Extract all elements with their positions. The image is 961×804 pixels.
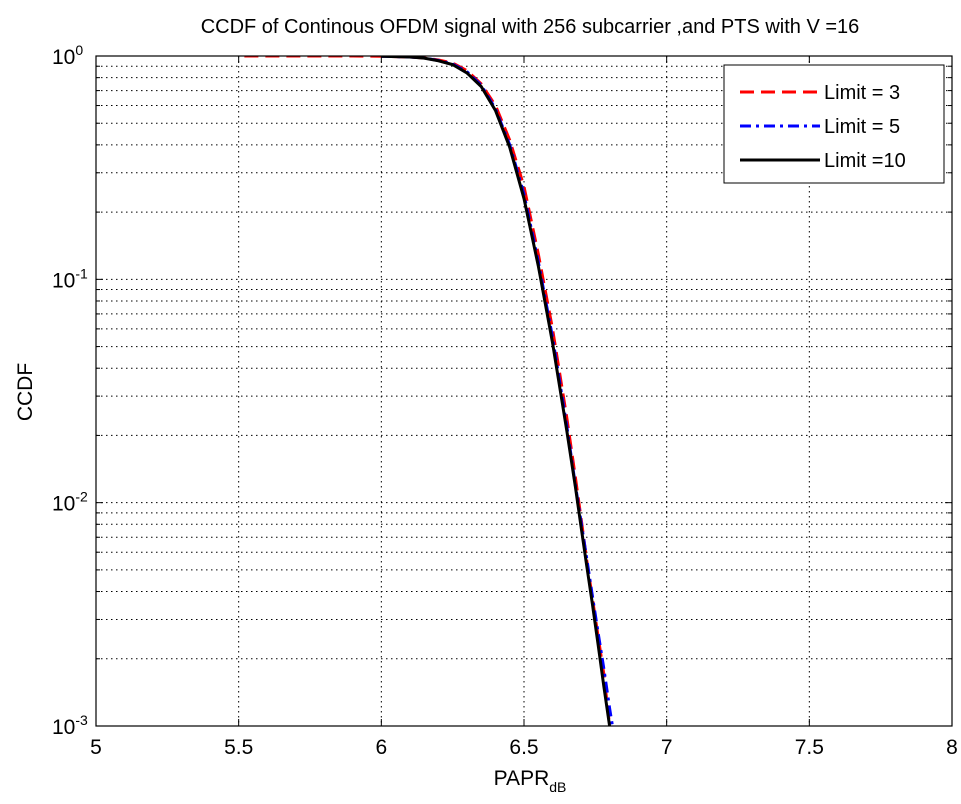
x-tick-label: 5.5 <box>224 736 253 759</box>
y-tick-label-exponent: -1 <box>75 265 88 281</box>
x-tick-label: 7 <box>661 736 673 759</box>
x-tick-label: 6.5 <box>509 736 538 759</box>
y-tick-label: 10-1 <box>52 265 88 292</box>
y-tick-label-base: 10 <box>52 269 75 292</box>
y-tick-label: 100 <box>52 42 83 69</box>
legend-box <box>723 64 945 184</box>
legend-label: Limit = 3 <box>824 82 900 104</box>
y-tick-label-base: 10 <box>52 716 75 739</box>
series-line <box>381 56 612 726</box>
y-tick-label: 10-2 <box>52 489 88 516</box>
plot-area <box>244 56 614 726</box>
y-axis-label: CCDF <box>14 363 37 421</box>
y-tick-label-base: 10 <box>52 46 75 69</box>
y-tick-label-exponent: 0 <box>75 42 83 58</box>
legend-label: Limit = 5 <box>824 116 900 138</box>
x-axis-label: PAPRdB <box>494 767 567 795</box>
legend: Limit = 3 Limit = 5 Limit =10 <box>723 64 945 184</box>
x-tick-labels: 5 5.5 6 6.5 7 7.5 8 <box>90 736 958 759</box>
y-tick-label-base: 10 <box>52 493 75 516</box>
y-tick-label-exponent: -3 <box>75 712 88 728</box>
y-tick-label-exponent: -2 <box>75 489 88 505</box>
x-tick-label: 6 <box>375 736 387 759</box>
x-tick-label: 7.5 <box>795 736 824 759</box>
legend-label: Limit =10 <box>824 150 906 172</box>
x-tick-label: 8 <box>946 736 958 759</box>
x-tick-label: 5 <box>90 736 102 759</box>
x-axis-label-main: PAPR <box>494 767 550 790</box>
grid-lines <box>96 56 952 726</box>
axis-ticks <box>95 55 953 727</box>
chart-title: CCDF of Continous OFDM signal with 256 s… <box>201 16 860 38</box>
x-axis-label-subscript: dB <box>549 779 566 795</box>
y-tick-label: 10-3 <box>52 712 88 739</box>
series-layer <box>244 56 614 726</box>
